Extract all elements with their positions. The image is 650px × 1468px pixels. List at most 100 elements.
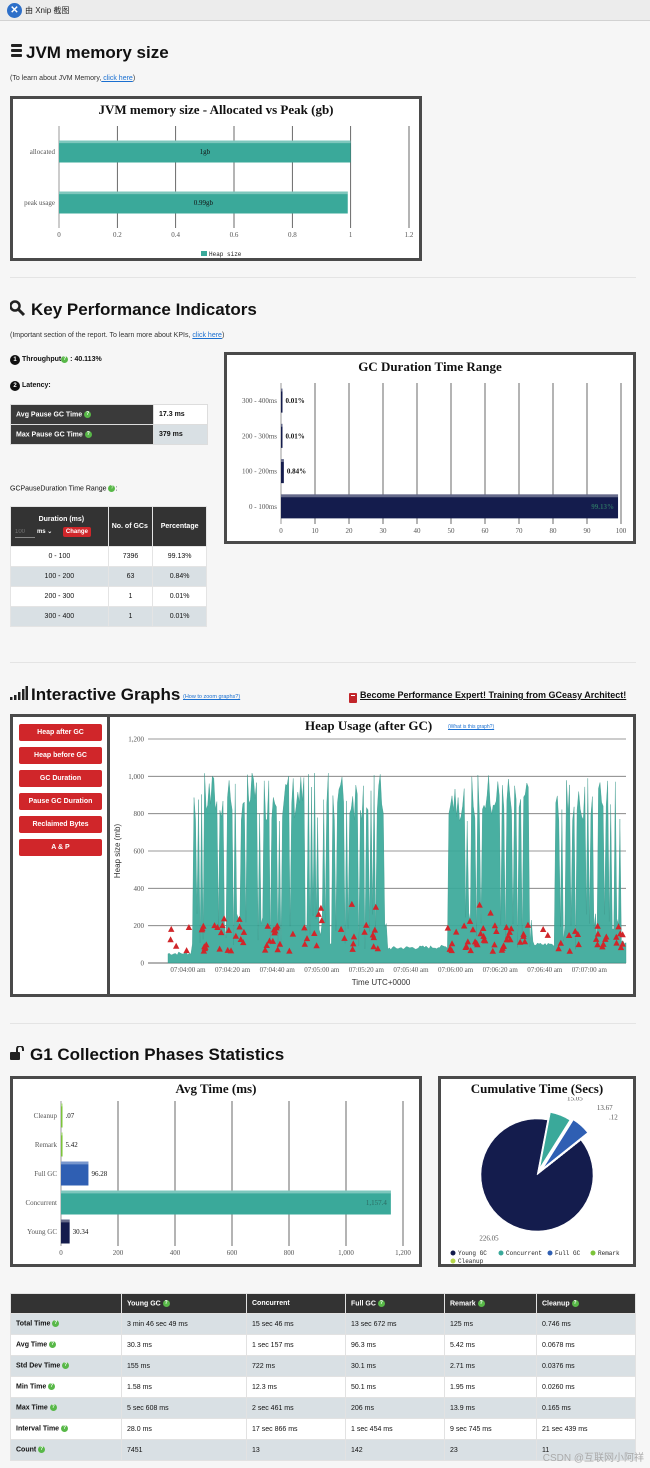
full-gc-marker bbox=[452, 928, 460, 935]
full-gc-marker bbox=[315, 910, 322, 917]
change-button[interactable]: Change bbox=[62, 526, 91, 537]
training-link[interactable]: Become Performance Expert! Training from… bbox=[360, 690, 627, 700]
legend-swatch bbox=[547, 1250, 553, 1256]
full-gc-marker bbox=[200, 922, 207, 929]
data-label: 0.84% bbox=[287, 468, 306, 476]
heap-after-gc-button[interactable]: Heap after GC bbox=[19, 724, 102, 741]
heap-usage-chart-svg[interactable]: 0 200 400 600 800 1,000 1,200 Heap size (mb) Tim… bbox=[110, 733, 633, 994]
stats-cell: 9 sec 745 ms bbox=[444, 1418, 537, 1440]
reclaimed-bytes-button[interactable]: Reclaimed Bytes bbox=[19, 816, 102, 833]
a-and-p-button[interactable]: A & P bbox=[19, 839, 102, 856]
full-gc-marker bbox=[264, 922, 271, 929]
database-icon bbox=[10, 43, 24, 59]
bar-highlight bbox=[281, 494, 619, 498]
help-icon[interactable]: ? bbox=[162, 1299, 170, 1307]
full-gc-marker bbox=[217, 929, 225, 936]
help-icon[interactable]: ? bbox=[62, 1362, 70, 1370]
data-label: .07 bbox=[66, 1112, 75, 1120]
stats-cell: 30.1 ms bbox=[345, 1355, 445, 1377]
data-label: 30.34 bbox=[73, 1228, 89, 1236]
zoom-help-link[interactable]: (How to zoom graphs?) bbox=[183, 694, 241, 700]
latency-row: Max Pause GC Time ? 379 ms bbox=[10, 424, 208, 445]
jvm-click-here-link[interactable]: click here bbox=[101, 75, 133, 82]
max-pause-value: 379 ms bbox=[153, 424, 208, 445]
heap-chart-title: Heap Usage (after GC) bbox=[305, 718, 433, 733]
latency-row: Avg Pause GC Time ? 17.3 ms bbox=[10, 404, 208, 425]
what-is-graph-link[interactable]: (What is this graph?) bbox=[448, 724, 495, 730]
pie-data-label: .12 bbox=[609, 1114, 618, 1122]
help-icon[interactable]: ? bbox=[48, 1383, 56, 1391]
pause-gc-duration-button[interactable]: Pause GC Duration bbox=[19, 793, 102, 810]
table-row: Min Time ? 1.58 ms 12.3 ms 50.1 ms 1.95 ms 0.… bbox=[10, 1376, 636, 1398]
stats-cell: 13 bbox=[246, 1439, 346, 1461]
table-row: Std Dev Time ? 155 ms 722 ms 30.1 ms 2.71 ms… bbox=[10, 1355, 636, 1377]
x-tick-label: 90 bbox=[584, 527, 592, 535]
legend-swatch bbox=[450, 1258, 456, 1264]
full-gc-marker bbox=[350, 933, 358, 940]
bar-chart-icon bbox=[10, 686, 28, 701]
data-label: 96.28 bbox=[91, 1170, 107, 1178]
row-label: Min Time ? bbox=[10, 1376, 122, 1398]
full-gc-marker bbox=[477, 930, 484, 937]
x-tick-label: 07:07:00 am bbox=[572, 966, 608, 974]
full-gc-marker bbox=[491, 922, 499, 929]
stats-cell: 0.0678 ms bbox=[536, 1334, 636, 1356]
help-icon[interactable]: ? bbox=[108, 485, 116, 492]
stats-cell: 11 bbox=[536, 1439, 636, 1461]
title-bar bbox=[0, 0, 650, 21]
heap-before-gc-button[interactable]: Heap before GC bbox=[19, 747, 102, 764]
throughput-line: 1 Throughput? : 40.113% bbox=[10, 355, 102, 365]
kpi-click-here-link[interactable]: click here bbox=[192, 332, 222, 339]
full-gc-marker bbox=[613, 933, 620, 940]
data-label: 99.13% bbox=[591, 503, 614, 511]
help-icon[interactable]: ? bbox=[49, 1404, 57, 1412]
help-icon[interactable]: ? bbox=[84, 410, 92, 418]
category-label: 100 - 200ms bbox=[242, 468, 277, 476]
cumulative-time-chart: Cumulative Time (Secs) 226.05 15.05 13.67.… bbox=[438, 1076, 636, 1267]
y-tick-label: 1,000 bbox=[128, 773, 144, 781]
latency-label: Latency: bbox=[21, 382, 51, 389]
full-gc-marker bbox=[539, 926, 547, 933]
unit-select[interactable]: ms ⌄ bbox=[36, 528, 53, 535]
legend-label: Remark bbox=[598, 1250, 620, 1257]
help-icon[interactable]: ? bbox=[61, 1425, 69, 1433]
stats-cell: 12.3 ms bbox=[246, 1376, 346, 1398]
help-icon[interactable]: ? bbox=[49, 1341, 57, 1349]
table-row: 0 - 100 7396 99.13% bbox=[10, 546, 207, 567]
gc-duration-button[interactable]: GC Duration bbox=[19, 770, 102, 787]
y-tick-label: 800 bbox=[134, 810, 145, 818]
help-icon[interactable]: ? bbox=[377, 1299, 385, 1307]
full-gc-marker bbox=[467, 947, 474, 954]
help-icon[interactable]: ? bbox=[52, 1320, 60, 1328]
help-icon[interactable]: ? bbox=[38, 1446, 46, 1454]
y-tick-label: 0 bbox=[141, 960, 145, 968]
full-gc-marker bbox=[594, 941, 601, 948]
full-gc-marker bbox=[520, 930, 527, 937]
data-label: 1,157.4 bbox=[366, 1199, 388, 1207]
x-tick-label: 40 bbox=[414, 527, 422, 535]
help-icon[interactable]: ? bbox=[61, 355, 69, 363]
help-icon[interactable]: ? bbox=[571, 1299, 579, 1307]
stats-cell: 1.95 ms bbox=[444, 1376, 537, 1398]
panel-border bbox=[633, 714, 636, 997]
bar bbox=[61, 1219, 70, 1244]
x-tick-label: 0 bbox=[59, 1249, 63, 1257]
stats-cell: 142 bbox=[345, 1439, 445, 1461]
full-gc-marker bbox=[349, 945, 356, 952]
help-icon[interactable]: ? bbox=[477, 1299, 485, 1307]
legend-swatch bbox=[590, 1250, 596, 1256]
x-tick-label: 400 bbox=[170, 1249, 181, 1257]
full-gc-marker bbox=[503, 923, 510, 930]
graphs-section-title: Interactive Graphs bbox=[31, 685, 181, 704]
avg-time-chart-title: Avg Time (ms) bbox=[175, 1081, 257, 1096]
range-cell: 100 - 200 bbox=[10, 566, 109, 587]
x-tick-label: 70 bbox=[516, 527, 524, 535]
pie-slice bbox=[480, 1118, 594, 1232]
help-icon[interactable]: ? bbox=[84, 430, 92, 438]
duration-input[interactable] bbox=[15, 526, 35, 538]
x-tick-label: 07:06:40 am bbox=[527, 966, 563, 974]
x-tick-label: 80 bbox=[550, 527, 558, 535]
category-label: Full GC bbox=[34, 1170, 57, 1178]
kpi-note-prefix: (Important section of the report. To lea… bbox=[10, 332, 191, 339]
stats-cell: 125 ms bbox=[444, 1313, 537, 1335]
